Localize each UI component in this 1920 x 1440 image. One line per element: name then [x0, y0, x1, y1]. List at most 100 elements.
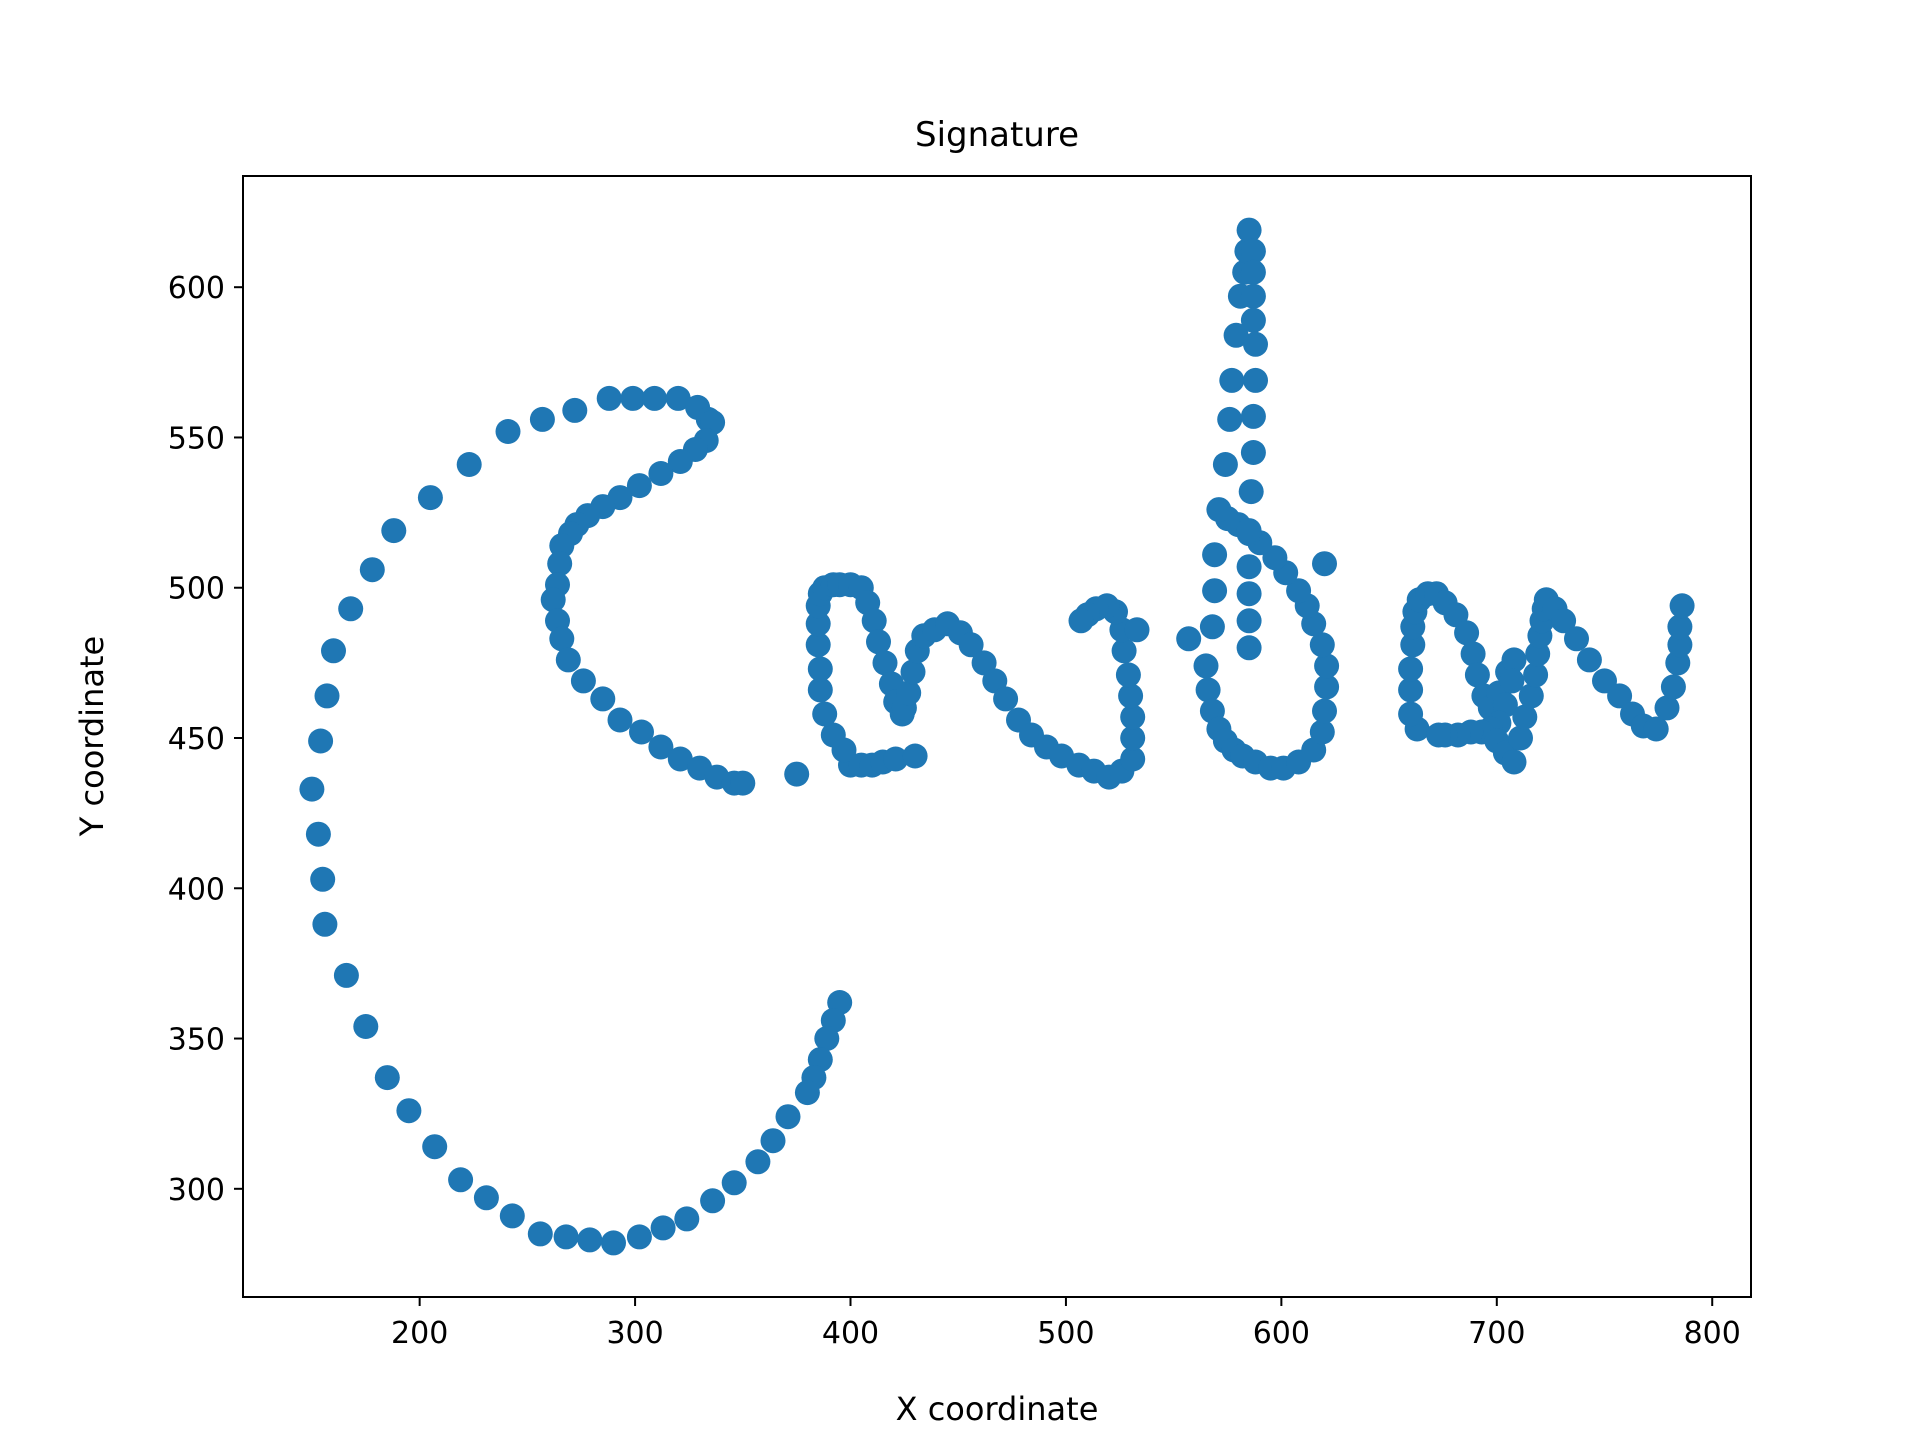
data-point: [1217, 406, 1243, 432]
y-tick-label: 600: [168, 271, 225, 306]
data-point: [570, 668, 596, 694]
data-point: [1564, 626, 1589, 652]
data-point: [784, 761, 810, 787]
data-point: [1309, 632, 1335, 658]
data-point: [1551, 608, 1577, 634]
data-point: [1508, 725, 1533, 751]
data-point: [1202, 578, 1228, 604]
data-point: [1236, 608, 1262, 634]
data-point: [648, 461, 674, 486]
data-point: [1195, 677, 1221, 703]
data-point: [1525, 641, 1551, 667]
data-point: [775, 1104, 801, 1130]
data-point: [1238, 479, 1264, 505]
data-point: [896, 680, 922, 706]
data-point: [1312, 698, 1337, 724]
data-point: [648, 734, 674, 760]
data-point: [665, 385, 691, 411]
data-point: [396, 1098, 422, 1124]
data-point: [1236, 635, 1262, 661]
y-axis-ticks: 300 350 400 450 500 550 600: [168, 271, 243, 1208]
data-point: [1193, 653, 1219, 679]
data-point: [540, 587, 566, 613]
data-point: [590, 686, 616, 712]
data-point: [1398, 656, 1424, 682]
data-point: [700, 1188, 726, 1214]
data-point: [993, 686, 1019, 712]
chart-title: Signature: [915, 115, 1079, 155]
data-point: [1499, 668, 1525, 694]
data-point: [305, 821, 331, 847]
data-point: [1443, 602, 1469, 628]
data-point: [1236, 554, 1262, 580]
data-point: [1199, 614, 1225, 640]
data-point: [866, 629, 891, 655]
data-point: [549, 626, 575, 652]
data-point: [1464, 662, 1490, 688]
data-point: [1400, 632, 1426, 658]
data-point: [596, 385, 622, 411]
data-point: [1607, 683, 1633, 709]
data-point: [900, 659, 926, 685]
x-tick-label: 300: [606, 1316, 663, 1351]
data-point: [422, 1134, 448, 1160]
data-point: [1240, 307, 1266, 333]
data-point: [1643, 716, 1669, 742]
data-point: [312, 911, 338, 937]
data-point: [1523, 662, 1549, 688]
data-point: [1176, 626, 1202, 652]
data-point: [1518, 683, 1544, 709]
data-point: [1236, 518, 1262, 544]
data-point: [805, 611, 831, 637]
data-point: [1314, 653, 1340, 679]
x-tick-label: 400: [822, 1316, 879, 1351]
data-point: [1240, 403, 1266, 429]
data-point: [1286, 578, 1312, 604]
data-point: [359, 557, 385, 583]
data-point: [1312, 551, 1337, 577]
data-point: [333, 962, 359, 988]
data-point: [1512, 704, 1538, 730]
data-point: [1068, 608, 1094, 634]
y-tick-label: 500: [168, 572, 225, 607]
data-point: [1669, 593, 1695, 619]
data-point: [1426, 722, 1452, 748]
x-tick-label: 200: [391, 1316, 448, 1351]
y-tick-label: 300: [168, 1173, 225, 1208]
data-point: [667, 746, 693, 772]
data-point: [642, 385, 667, 411]
data-point: [1667, 632, 1693, 658]
data-point: [1124, 617, 1150, 643]
data-point: [607, 707, 633, 733]
data-point: [626, 473, 652, 499]
data-point: [1454, 620, 1480, 646]
data-point: [1219, 367, 1245, 393]
x-axis-label: X coordinate: [896, 1390, 1099, 1428]
data-point: [448, 1167, 474, 1193]
data-point: [1576, 647, 1602, 673]
data-point: [1667, 614, 1693, 640]
data-point: [1398, 701, 1424, 727]
data-point: [1111, 638, 1137, 664]
data-points: [299, 217, 1695, 1256]
x-tick-label: 600: [1253, 1316, 1310, 1351]
data-point: [1206, 497, 1232, 523]
data-point: [1660, 674, 1686, 700]
x-tick-label: 500: [1037, 1316, 1094, 1351]
data-point: [1240, 283, 1266, 309]
data-point: [1243, 367, 1268, 393]
data-point: [577, 1227, 603, 1253]
data-point: [1120, 746, 1146, 772]
data-point: [1223, 322, 1249, 348]
data-point: [562, 397, 588, 423]
data-point: [1314, 674, 1340, 700]
data-point: [601, 1230, 626, 1256]
data-point: [730, 770, 756, 796]
data-point: [1665, 650, 1691, 676]
data-point: [1212, 452, 1238, 477]
data-point: [1236, 581, 1262, 607]
data-point: [805, 632, 831, 658]
data-point: [1501, 647, 1527, 673]
data-point: [555, 647, 581, 673]
